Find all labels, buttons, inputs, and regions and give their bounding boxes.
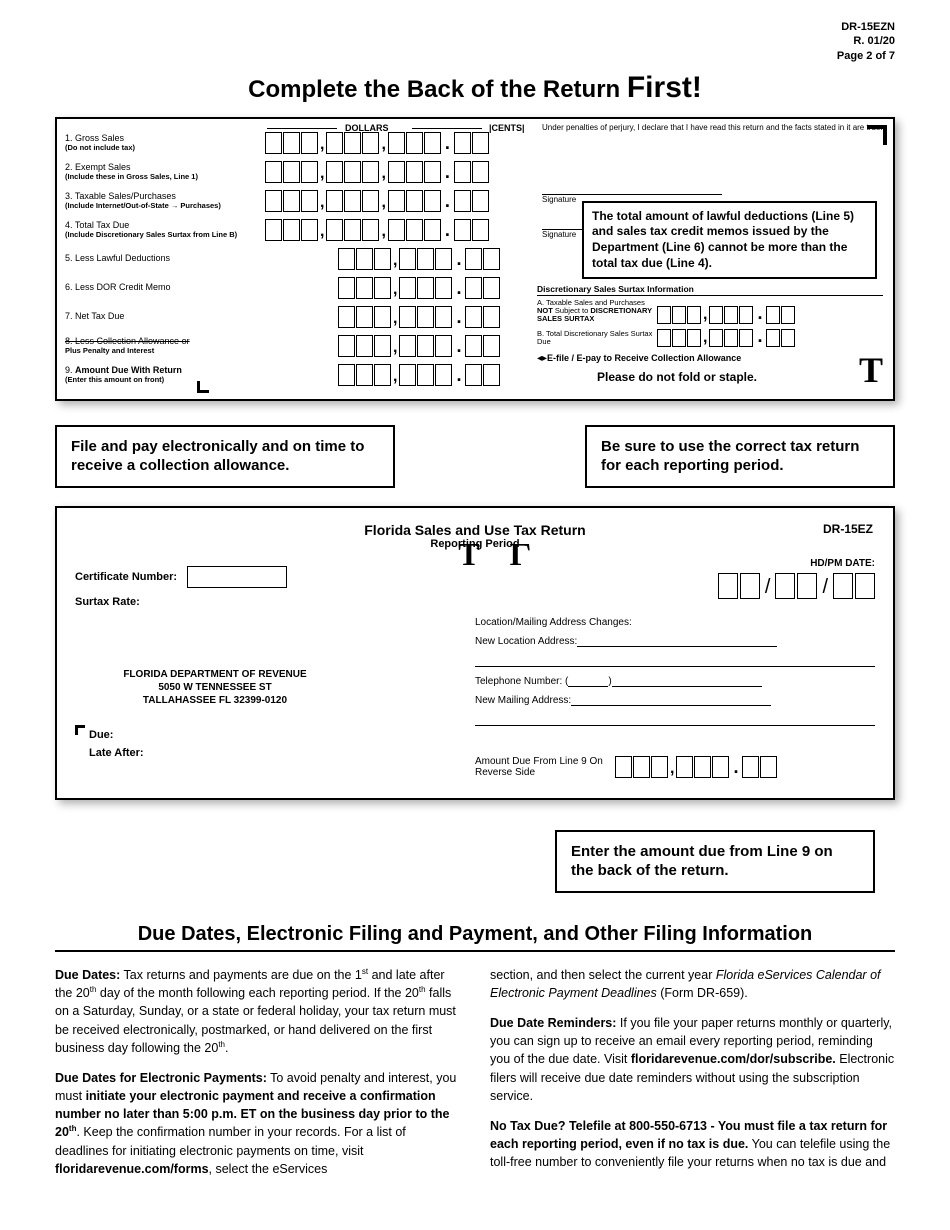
- disc-title: Discretionary Sales Surtax Information: [537, 284, 883, 296]
- callout-amount-due: Enter the amount due from Line 9 on the …: [555, 830, 875, 893]
- disc-a-label: A. Taxable Sales and Purchases NOT Subje…: [537, 299, 657, 324]
- amt-due-boxes[interactable]: ,.: [615, 756, 777, 778]
- addr-line-2[interactable]: [475, 653, 875, 667]
- title-a: Complete the Back of the Return: [248, 76, 627, 103]
- perjury-text: Under penalties of perjury, I declare th…: [542, 123, 883, 133]
- page-title: Complete the Back of the Return First!: [55, 71, 895, 105]
- surtax-label: Surtax Rate:: [75, 596, 435, 608]
- title-b: First!: [627, 71, 702, 104]
- hdpm-label: HD/PM DATE:: [475, 558, 875, 569]
- no-fold-text: Please do not fold or staple.: [537, 370, 817, 384]
- form-top-panel: DOLLARS |CENTS| Under penalties of perju…: [55, 117, 895, 401]
- tel: Telephone Number: (): [475, 673, 875, 687]
- t-marks: TL: [458, 536, 531, 573]
- disc-b-label: B. Total Discretionary Sales Surtax Due: [537, 330, 657, 347]
- disc-a-boxes[interactable]: ,.: [657, 303, 795, 324]
- cents-label: |CENTS|: [489, 123, 525, 133]
- t-mark: T: [859, 349, 883, 391]
- fb-right: HD/PM DATE: // Location/Mailing Address …: [475, 558, 875, 778]
- form-bottom-panel: Florida Sales and Use Tax Return Reporti…: [55, 506, 895, 800]
- form-header: DR-15EZN R. 01/20 Page 2 of 7: [55, 20, 895, 63]
- note-efile: File and pay electronically and on time …: [55, 425, 395, 488]
- fb-left: Certificate Number: Surtax Rate: FLORIDA…: [75, 558, 435, 761]
- form-id: DR-15EZN: [55, 20, 895, 34]
- callout-deductions: The total amount of lawful deductions (L…: [582, 201, 877, 279]
- section-title: Due Dates, Electronic Filing and Payment…: [55, 923, 895, 952]
- efile-note: ◂▸E-file / E-pay to Receive Collection A…: [537, 353, 883, 364]
- body-columns: Due Dates: Tax returns and payments are …: [55, 966, 895, 1190]
- date-boxes[interactable]: //: [475, 573, 875, 599]
- new-mail: New Mailing Address:: [475, 692, 875, 706]
- discretionary-section: Discretionary Sales Surtax Information A…: [537, 284, 883, 364]
- addr-line-3[interactable]: [475, 712, 875, 726]
- loc-changes: Location/Mailing Address Changes:: [475, 617, 875, 628]
- due-box: Due: Late After:: [75, 725, 435, 761]
- new-loc: New Location Address:: [475, 633, 875, 647]
- amount-due-row: Amount Due From Line 9 On Reverse Side ,…: [475, 756, 875, 778]
- disc-b-boxes[interactable]: ,.: [657, 326, 795, 347]
- due-label: Due:: [89, 729, 113, 741]
- form-page: Page 2 of 7: [55, 49, 895, 63]
- col-right: section, and then select the current yea…: [490, 966, 895, 1190]
- corner-bl: [197, 381, 209, 393]
- form-revision: R. 01/20: [55, 34, 895, 48]
- notes-row: File and pay electronically and on time …: [55, 425, 895, 488]
- amt-due-label: Amount Due From Line 9 On Reverse Side: [475, 756, 615, 778]
- cert-input[interactable]: [187, 566, 287, 588]
- note-period: Be sure to use the correct tax return fo…: [585, 425, 895, 488]
- col-left: Due Dates: Tax returns and payments are …: [55, 966, 460, 1190]
- dept-address: FLORIDA DEPARTMENT OF REVENUE5050 W TENN…: [75, 668, 355, 707]
- dollars-label: DOLLARS: [345, 123, 389, 133]
- cert-label: Certificate Number:: [75, 566, 435, 588]
- fb-dr: DR-15EZ: [823, 522, 873, 536]
- late-label: Late After:: [89, 747, 144, 759]
